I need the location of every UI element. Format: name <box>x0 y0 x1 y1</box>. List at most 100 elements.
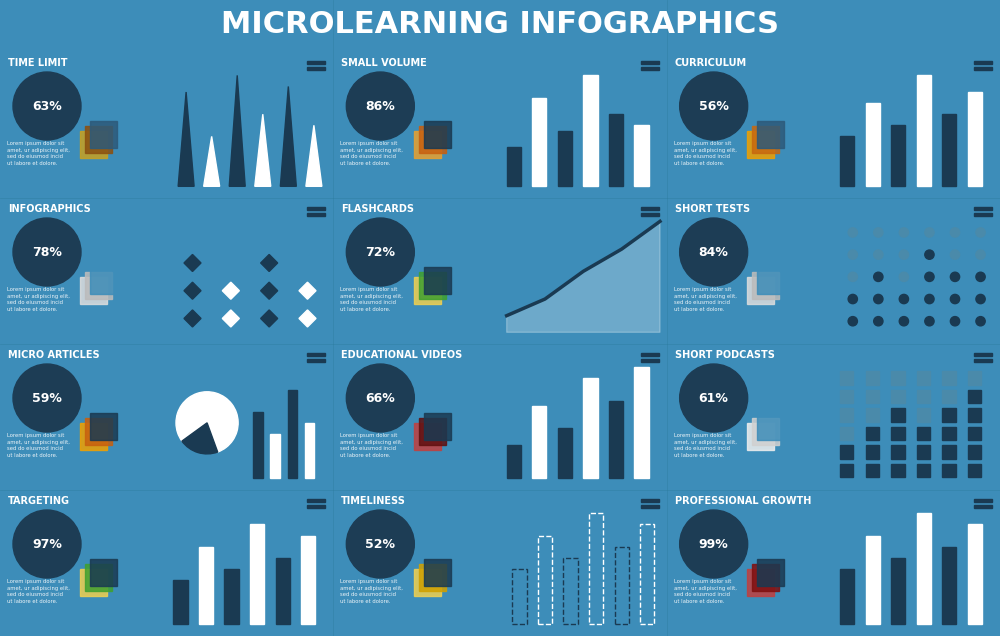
Polygon shape <box>261 310 278 327</box>
Bar <box>974 67 992 70</box>
Bar <box>917 390 930 403</box>
Wedge shape <box>182 423 218 454</box>
Bar <box>253 411 263 478</box>
Bar <box>942 390 956 403</box>
Bar <box>866 427 879 440</box>
Bar <box>917 75 931 186</box>
Polygon shape <box>306 125 322 186</box>
Bar <box>414 277 441 303</box>
Circle shape <box>848 250 857 259</box>
Bar <box>641 207 659 210</box>
Bar <box>968 371 981 385</box>
Bar <box>891 390 905 403</box>
Bar <box>866 464 879 478</box>
Bar <box>974 359 992 362</box>
Bar <box>199 547 213 625</box>
Text: Lorem ipsum dolor sit
amet, ur adipiscing elit,
sed do eiusmod incid
ut labore e: Lorem ipsum dolor sit amet, ur adipiscin… <box>7 433 70 458</box>
Text: Lorem ipsum dolor sit
amet, ur adipiscing elit,
sed do eiusmod incid
ut labore e: Lorem ipsum dolor sit amet, ur adipiscin… <box>7 141 70 166</box>
Polygon shape <box>299 310 316 327</box>
Text: FLASHCARDS: FLASHCARDS <box>341 204 414 214</box>
Circle shape <box>874 272 883 282</box>
Bar <box>641 353 659 356</box>
Bar <box>747 277 774 303</box>
Circle shape <box>848 294 857 303</box>
Bar <box>80 130 107 158</box>
Text: INFOGRAPHICS: INFOGRAPHICS <box>8 204 91 214</box>
Bar <box>270 434 280 478</box>
Bar <box>173 580 188 625</box>
Bar <box>583 75 598 186</box>
Circle shape <box>899 294 909 303</box>
Bar <box>276 558 290 625</box>
Bar <box>866 408 879 422</box>
Text: 61%: 61% <box>699 392 729 404</box>
Polygon shape <box>184 310 201 327</box>
Bar <box>250 525 264 625</box>
Text: Lorem ipsum dolor sit
amet, ur adipiscing elit,
sed do eiusmod incid
ut labore e: Lorem ipsum dolor sit amet, ur adipiscin… <box>340 433 403 458</box>
Circle shape <box>976 250 985 259</box>
Bar <box>424 266 451 294</box>
Bar <box>968 445 981 459</box>
Bar <box>866 536 880 625</box>
Text: Lorem ipsum dolor sit
amet, ur adipiscing elit,
sed do eiusmod incid
ut labore e: Lorem ipsum dolor sit amet, ur adipiscin… <box>340 141 403 166</box>
Bar <box>752 418 779 445</box>
Bar <box>942 427 956 440</box>
Bar <box>538 536 552 625</box>
Bar <box>891 558 905 625</box>
Bar <box>942 408 956 422</box>
Bar <box>757 558 784 586</box>
Bar <box>532 97 546 186</box>
Text: Lorem ipsum dolor sit
amet, ur adipiscing elit,
sed do eiusmod incid
ut labore e: Lorem ipsum dolor sit amet, ur adipiscin… <box>340 579 403 604</box>
Circle shape <box>680 72 748 140</box>
Circle shape <box>680 510 748 578</box>
Text: TIME LIMIT: TIME LIMIT <box>8 58 68 68</box>
Bar <box>891 427 905 440</box>
Text: MICRO ARTICLES: MICRO ARTICLES <box>8 350 100 360</box>
Circle shape <box>680 218 748 286</box>
Bar <box>942 114 956 186</box>
Bar <box>752 125 779 153</box>
Bar <box>752 563 779 591</box>
Text: 59%: 59% <box>32 392 62 404</box>
Bar <box>757 121 784 148</box>
Bar <box>866 445 879 459</box>
Polygon shape <box>222 310 239 327</box>
Text: 66%: 66% <box>365 392 395 404</box>
Bar <box>307 207 325 210</box>
Text: 86%: 86% <box>365 99 395 113</box>
Bar <box>641 61 659 64</box>
Bar <box>85 563 112 591</box>
Bar <box>917 371 930 385</box>
Bar <box>974 207 992 210</box>
Circle shape <box>346 510 414 578</box>
Bar <box>424 413 451 439</box>
Polygon shape <box>229 75 245 186</box>
Bar <box>866 371 879 385</box>
Bar <box>507 148 521 186</box>
Circle shape <box>680 364 748 432</box>
Bar <box>840 371 853 385</box>
Circle shape <box>976 272 985 282</box>
Bar <box>974 353 992 356</box>
Text: Lorem ipsum dolor sit
amet, ur adipiscing elit,
sed do eiusmod incid
ut labore e: Lorem ipsum dolor sit amet, ur adipiscin… <box>674 433 737 458</box>
Bar <box>609 401 623 478</box>
Bar <box>917 513 931 625</box>
Bar <box>288 390 297 478</box>
Text: 78%: 78% <box>32 245 62 258</box>
Bar <box>840 136 854 186</box>
Bar <box>942 547 956 625</box>
Bar <box>85 418 112 445</box>
Polygon shape <box>299 282 316 299</box>
Bar <box>419 418 446 445</box>
Text: MICROLEARNING INFOGRAPHICS: MICROLEARNING INFOGRAPHICS <box>221 10 779 39</box>
Text: PROFESSIONAL GROWTH: PROFESSIONAL GROWTH <box>675 496 811 506</box>
Circle shape <box>848 317 857 326</box>
Circle shape <box>950 272 960 282</box>
Circle shape <box>925 294 934 303</box>
Bar <box>968 390 981 403</box>
Circle shape <box>950 317 960 326</box>
Bar <box>85 125 112 153</box>
Circle shape <box>346 364 414 432</box>
Bar <box>80 422 107 450</box>
Circle shape <box>899 228 909 237</box>
